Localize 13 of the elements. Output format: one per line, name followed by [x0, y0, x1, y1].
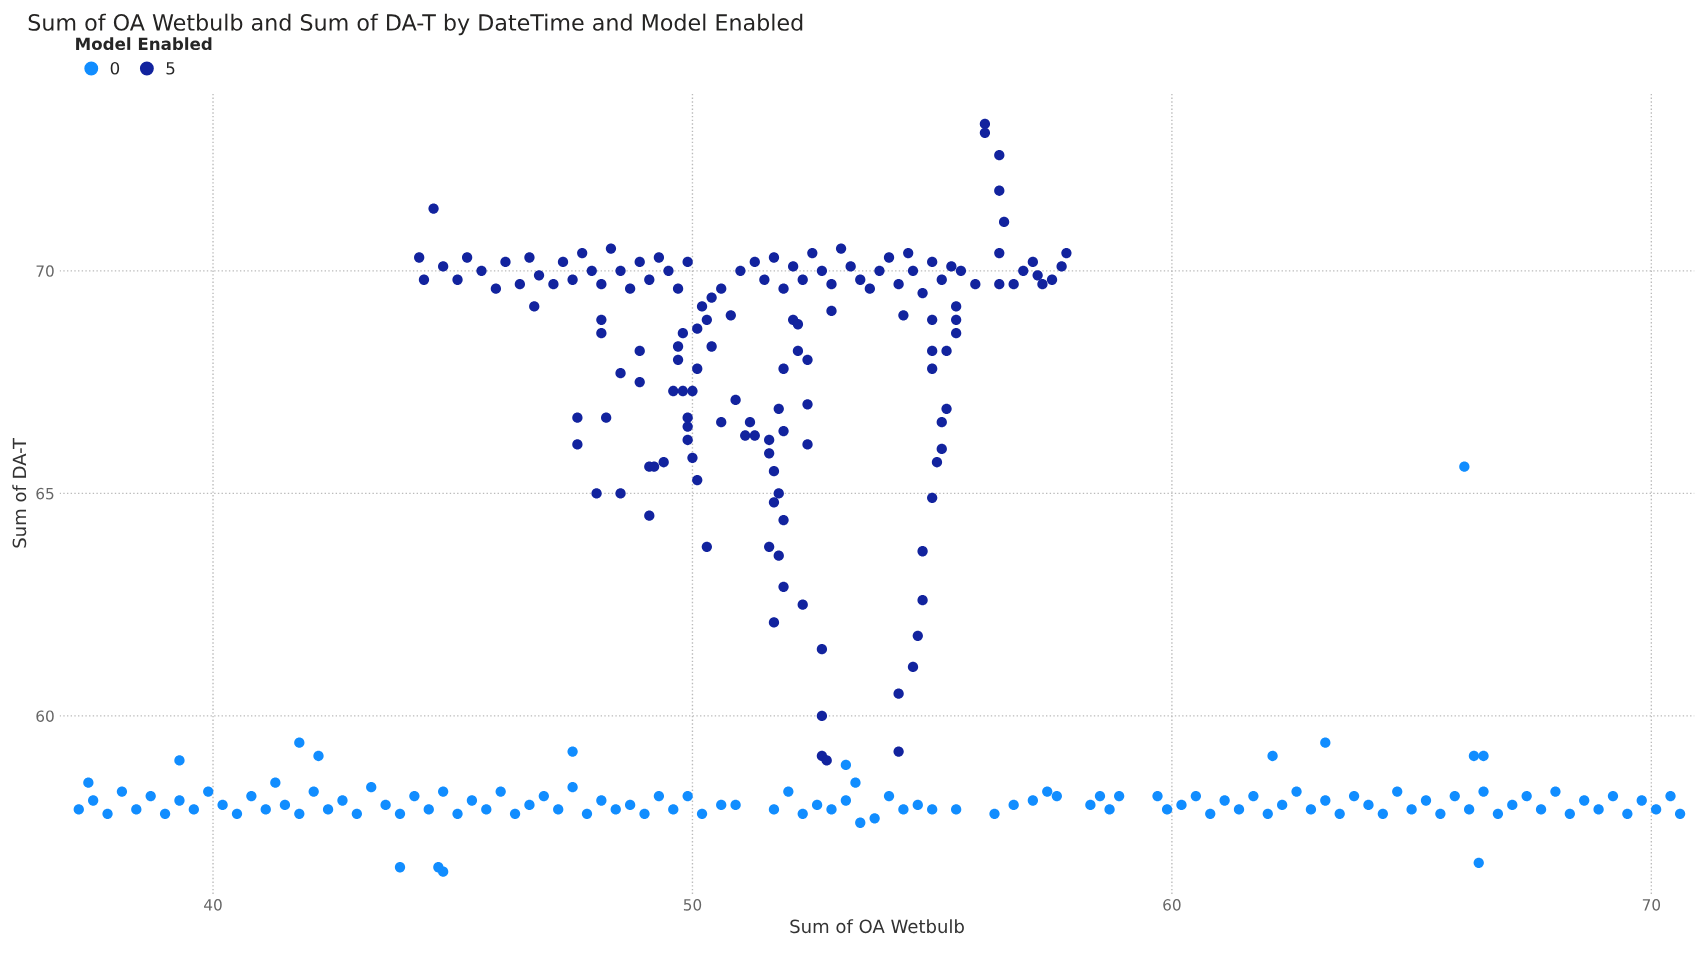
- x-tick-label: 40: [204, 899, 222, 911]
- y-tick-label: 65: [36, 487, 54, 500]
- y-tick-label: 60: [36, 710, 54, 722]
- legend-label: 0: [110, 61, 120, 75]
- x-tick-label: 70: [1642, 899, 1661, 911]
- x-tick-label: 60: [1163, 899, 1181, 911]
- x-tick-label: 50: [683, 899, 702, 911]
- y-axis-title: Sum of DA-T: [12, 437, 27, 548]
- legend-title: Model Enabled: [76, 37, 212, 51]
- x-axis-title: Sum of OA Wetbulb: [790, 919, 964, 934]
- y-tick-label: 70: [36, 265, 54, 277]
- chart-title: Sum of OA Wetbulb and Sum of DA-T by DateTime and Model Enabled: [28, 13, 803, 36]
- legend-label: 5: [166, 62, 175, 75]
